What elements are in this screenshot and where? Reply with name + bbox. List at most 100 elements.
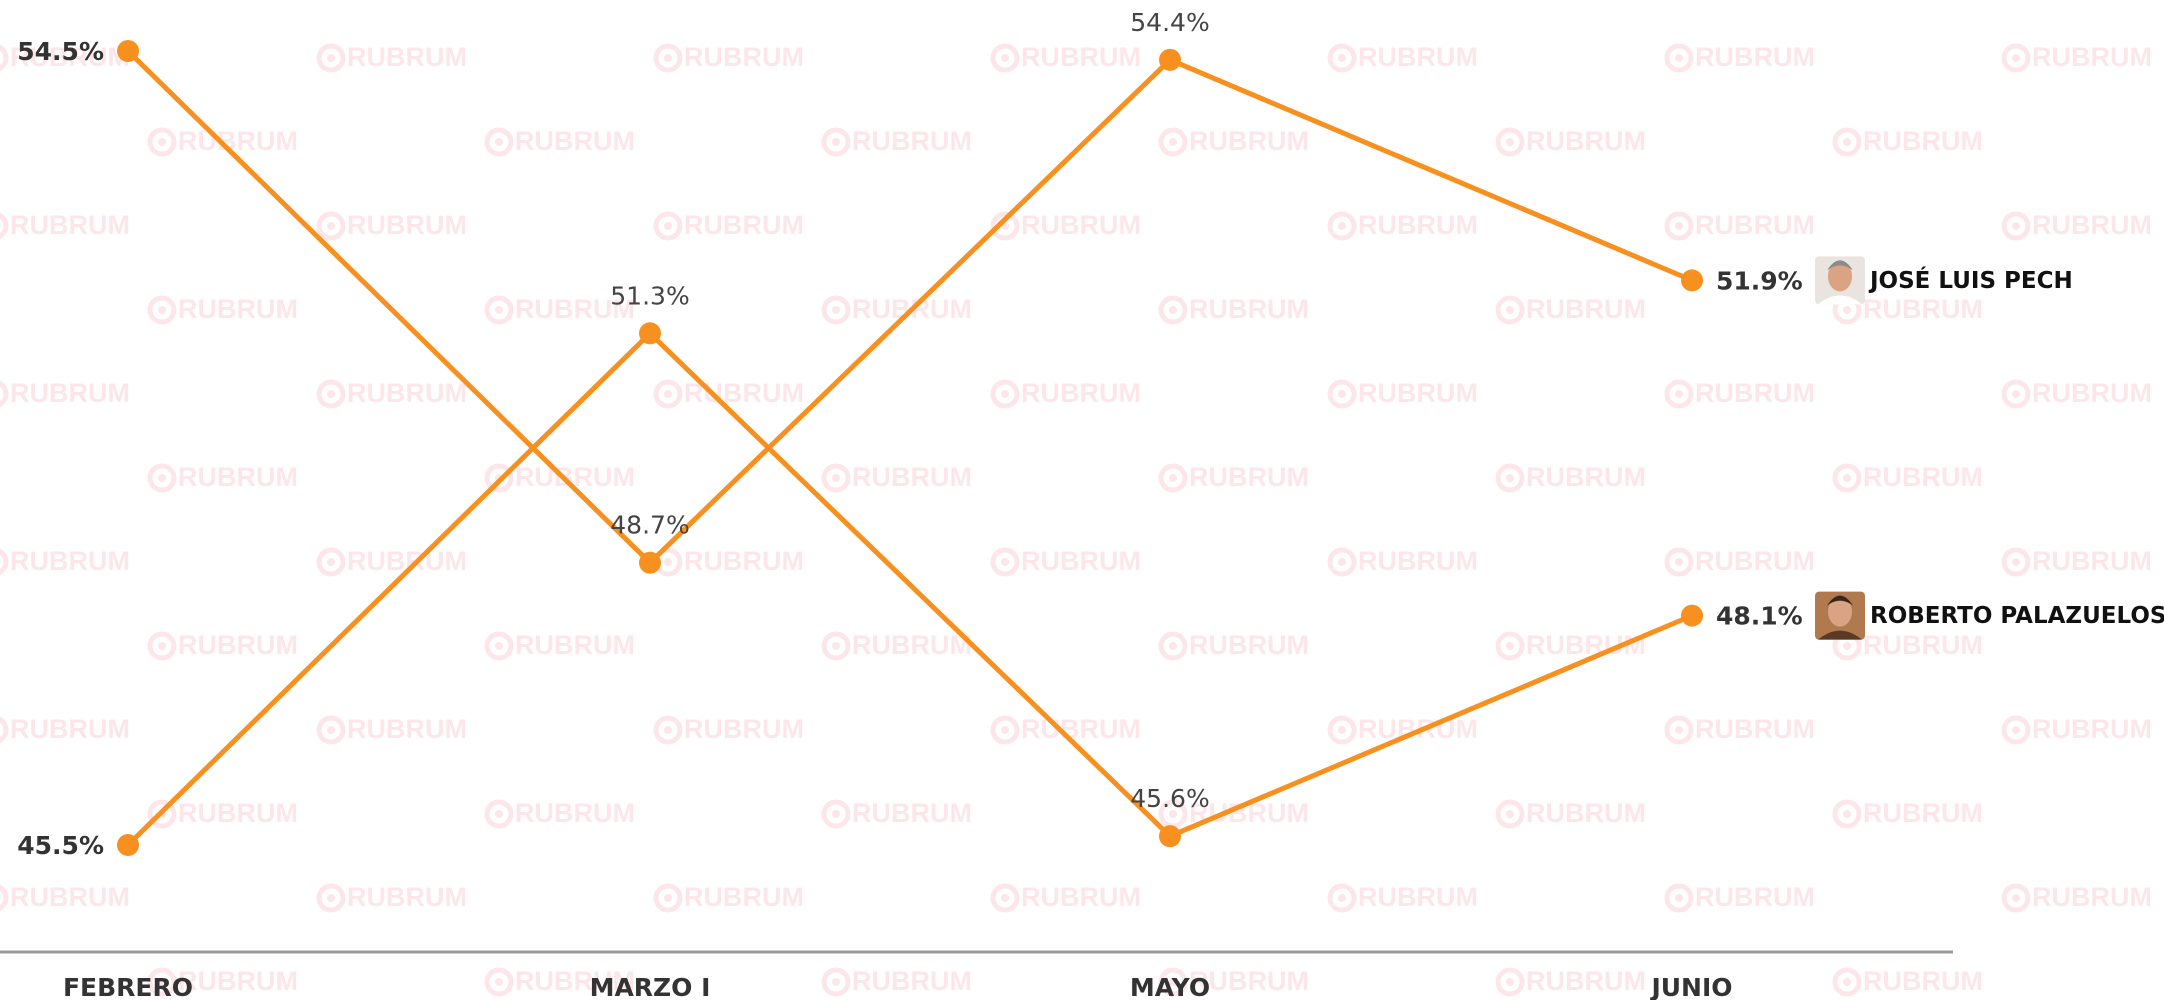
watermark-text: RUBRUM: [515, 630, 635, 660]
watermark-icon-dot: [2012, 726, 2020, 734]
watermark-icon-dot: [1001, 558, 1009, 566]
watermark: RUBRUM: [319, 378, 467, 408]
watermark-text: RUBRUM: [1021, 546, 1141, 576]
watermark-text: RUBRUM: [1189, 126, 1309, 156]
watermark-text: RUBRUM: [178, 294, 298, 324]
avatar: [1815, 256, 1865, 304]
watermark-icon-dot: [158, 474, 166, 482]
point: [117, 834, 139, 856]
watermark: RUBRUM: [1835, 798, 1983, 828]
watermark-text: RUBRUM: [1863, 126, 1983, 156]
watermark-icon-dot: [1843, 138, 1851, 146]
watermark-icon-dot: [1843, 978, 1851, 986]
watermark: RUBRUM: [1161, 126, 1309, 156]
watermark-icon: [0, 382, 6, 406]
watermark: RUBRUM: [1835, 966, 1983, 996]
watermark-icon-dot: [327, 390, 335, 398]
watermark-icon-dot: [1338, 54, 1346, 62]
watermark: RUBRUM: [1667, 210, 1815, 240]
watermark-icon-dot: [1001, 726, 1009, 734]
watermark-text: RUBRUM: [852, 798, 972, 828]
watermark: RUBRUM: [2004, 546, 2152, 576]
watermark: RUBRUM: [319, 714, 467, 744]
watermark: RUBRUM: [1835, 462, 1983, 492]
watermark-text: RUBRUM: [515, 126, 635, 156]
watermark-icon-dot: [2012, 222, 2020, 230]
watermark-text: RUBRUM: [1021, 714, 1141, 744]
watermark: RUBRUM: [1161, 462, 1309, 492]
watermark-text: RUBRUM: [684, 714, 804, 744]
watermark-icon-dot: [1843, 306, 1851, 314]
watermark-text: RUBRUM: [1526, 798, 1646, 828]
watermark-layer: RUBRUM RUBRUM RUBRUM RUBRUM RUBRUM RUBRUM RUBR…: [0, 42, 2152, 996]
watermark-icon-dot: [832, 474, 840, 482]
watermark: RUBRUM: [1667, 546, 1815, 576]
watermark-icon-dot: [327, 894, 335, 902]
point: [1159, 49, 1181, 71]
watermark: RUBRUM: [1498, 126, 1646, 156]
watermark-text: RUBRUM: [1358, 882, 1478, 912]
watermark: RUBRUM: [150, 294, 298, 324]
watermark-text: RUBRUM: [1695, 42, 1815, 72]
watermark-icon-dot: [1001, 54, 1009, 62]
watermark-text: RUBRUM: [347, 210, 467, 240]
watermark: RUBRUM: [319, 42, 467, 72]
watermark: RUBRUM: [150, 126, 298, 156]
watermark-text: RUBRUM: [178, 966, 298, 996]
watermark: RUBRUM: [0, 882, 130, 912]
watermark-text: RUBRUM: [1021, 42, 1141, 72]
watermark: RUBRUM: [319, 546, 467, 576]
watermark: RUBRUM: [824, 126, 972, 156]
watermark-icon-dot: [1506, 474, 1514, 482]
watermark-text: RUBRUM: [347, 714, 467, 744]
watermark: RUBRUM: [1161, 294, 1309, 324]
watermark-icon: [0, 886, 6, 910]
watermark-text: RUBRUM: [10, 546, 130, 576]
watermark-icon-dot: [1843, 810, 1851, 818]
watermark: RUBRUM: [319, 882, 467, 912]
watermark-icon-dot: [1506, 810, 1514, 818]
x-tick-label: MARZO I: [590, 973, 711, 1000]
watermark-text: RUBRUM: [10, 882, 130, 912]
watermark-icon-dot: [1506, 642, 1514, 650]
watermark-text: RUBRUM: [852, 462, 972, 492]
watermark: RUBRUM: [1498, 462, 1646, 492]
watermark: RUBRUM: [2004, 210, 2152, 240]
watermark-icon-dot: [1675, 390, 1683, 398]
point: [639, 322, 661, 344]
watermark: RUBRUM: [656, 378, 804, 408]
watermark: RUBRUM: [150, 630, 298, 660]
watermark-icon-dot: [1843, 642, 1851, 650]
watermark-icon-dot: [2012, 558, 2020, 566]
watermark-text: RUBRUM: [1021, 210, 1141, 240]
watermark-text: RUBRUM: [178, 462, 298, 492]
watermark-text: RUBRUM: [1863, 294, 1983, 324]
watermark: RUBRUM: [1330, 378, 1478, 408]
watermark-icon-dot: [1169, 642, 1177, 650]
watermark: RUBRUM: [1667, 378, 1815, 408]
value-label: 51.9%: [1716, 266, 1803, 295]
watermark-icon-dot: [664, 54, 672, 62]
watermark-text: RUBRUM: [178, 126, 298, 156]
watermark-text: RUBRUM: [684, 882, 804, 912]
watermark-text: RUBRUM: [1863, 462, 1983, 492]
point: [117, 40, 139, 62]
watermark-text: RUBRUM: [1189, 294, 1309, 324]
watermark-icon: [0, 718, 6, 742]
watermark-text: RUBRUM: [1189, 462, 1309, 492]
watermark-icon-dot: [327, 558, 335, 566]
watermark: RUBRUM: [993, 378, 1141, 408]
watermark-icon-dot: [1675, 222, 1683, 230]
watermark-text: RUBRUM: [1695, 714, 1815, 744]
watermark-icon-dot: [2012, 54, 2020, 62]
watermark-text: RUBRUM: [1526, 462, 1646, 492]
page: RUBRUM RUBRUM RUBRUM RUBRUM RUBRUM RUBRUM RUBR…: [0, 0, 2164, 1000]
watermark-text: RUBRUM: [1526, 294, 1646, 324]
value-label: 54.5%: [17, 37, 104, 66]
watermark: RUBRUM: [656, 882, 804, 912]
watermark-text: RUBRUM: [852, 126, 972, 156]
x-tick-label: MAYO: [1130, 973, 1210, 1000]
watermark-icon-dot: [832, 138, 840, 146]
watermark-icon-dot: [1506, 978, 1514, 986]
watermark: RUBRUM: [824, 798, 972, 828]
